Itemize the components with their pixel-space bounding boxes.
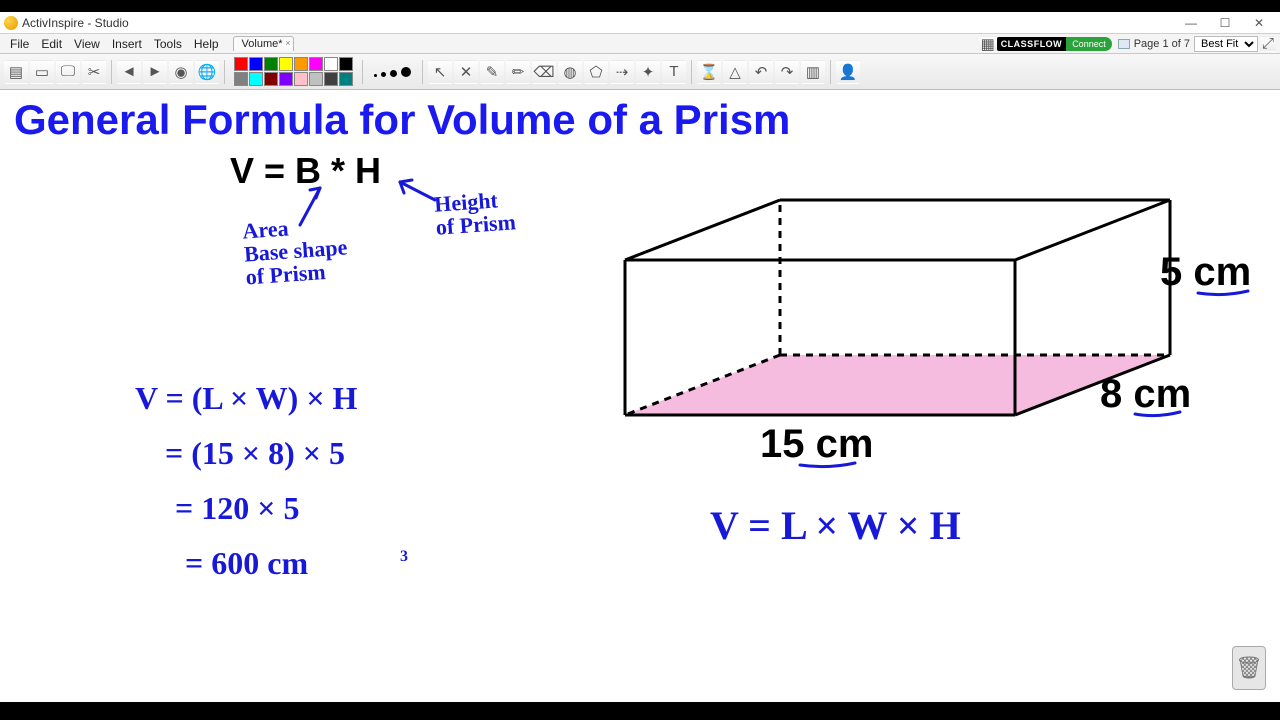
color-swatch[interactable] [279, 72, 293, 86]
page-heading: General Formula for Volume of a Prism [14, 96, 790, 144]
menu-tools[interactable]: Tools [148, 35, 188, 53]
color-swatch[interactable] [264, 57, 278, 71]
trash-icon: 🗑 [1235, 655, 1263, 681]
pen-size-picker[interactable] [374, 67, 411, 77]
color-swatch[interactable] [234, 57, 248, 71]
express-poll-icon[interactable]: 🌐 [195, 60, 219, 84]
page-indicator[interactable]: Page 1 of 7 [1118, 38, 1190, 50]
color-swatch[interactable] [279, 57, 293, 71]
browser-icon[interactable]: ▥ [801, 60, 825, 84]
menu-file[interactable]: File [4, 35, 35, 53]
menubar: FileEditViewInsertToolsHelp Volume* × ▦ … [0, 34, 1280, 54]
pen-icon[interactable]: ✎ [480, 60, 504, 84]
rhs-formula: V = L × W × H [710, 502, 961, 549]
toolbar: ▤▭🖵✂ ◄►◉🌐 ↖✕✎✏⌫◍⬠⇢✦T ⌛△↶↷▥ 👤 [0, 54, 1280, 90]
pen-size-dot[interactable] [381, 72, 386, 77]
flipchart-icon[interactable]: ▭ [30, 60, 54, 84]
typed-formula: V = B * H [230, 150, 381, 192]
menu-help[interactable]: Help [188, 35, 225, 53]
start-vote-icon[interactable]: ◉ [169, 60, 193, 84]
magic-ink-icon[interactable]: ✦ [636, 60, 660, 84]
dim-height: 5 cm [1160, 250, 1251, 295]
classflow-badge[interactable]: CLASSFLOW [997, 37, 1067, 51]
color-swatch[interactable] [324, 72, 338, 86]
color-swatch[interactable] [339, 57, 353, 71]
maximize-button[interactable]: ☐ [1208, 13, 1242, 33]
undo-icon[interactable]: ↶ [749, 60, 773, 84]
pen-size-dot[interactable] [374, 74, 377, 77]
color-swatch[interactable] [309, 72, 323, 86]
color-swatch[interactable] [294, 57, 308, 71]
shape-icon[interactable]: ⬠ [584, 60, 608, 84]
reset-icon[interactable]: △ [723, 60, 747, 84]
page-indicator-label: Page 1 of 7 [1134, 38, 1190, 50]
work-line: = 600 cm [185, 545, 308, 582]
window-title: ActivInspire - Studio [22, 16, 129, 30]
work-line: = (15 × 8) × 5 [165, 435, 345, 472]
annotate-desktop-icon[interactable]: 🖵 [56, 60, 80, 84]
color-swatch[interactable] [309, 57, 323, 71]
page-thumb-icon [1118, 39, 1130, 49]
highlighter-icon[interactable]: ✏ [506, 60, 530, 84]
color-swatch[interactable] [264, 72, 278, 86]
eraser-icon[interactable]: ⌫ [532, 60, 556, 84]
app-icon [4, 16, 18, 30]
screenshot-icon[interactable]: ✂ [82, 60, 106, 84]
next-page-icon[interactable]: ► [143, 60, 167, 84]
tools-icon[interactable]: ✕ [454, 60, 478, 84]
connector-icon[interactable]: ⇢ [610, 60, 634, 84]
titlebar: ActivInspire - Studio — ☐ ✕ [0, 12, 1280, 34]
select-icon[interactable]: ↖ [428, 60, 452, 84]
trash-bin[interactable]: 🗑 [1232, 646, 1266, 690]
pen-size-dot[interactable] [401, 67, 411, 77]
prism-diagram [605, 190, 1245, 490]
fullscreen-icon[interactable]: ⤢ [1260, 36, 1276, 52]
prev-page-icon[interactable]: ◄ [117, 60, 141, 84]
color-swatch[interactable] [339, 72, 353, 86]
close-tab-icon[interactable]: × [285, 38, 290, 48]
close-button[interactable]: ✕ [1242, 13, 1276, 33]
color-swatch[interactable] [324, 57, 338, 71]
color-palette[interactable] [234, 57, 353, 86]
zoom-select[interactable]: Best Fit [1194, 36, 1258, 52]
color-swatch[interactable] [249, 57, 263, 71]
redo-icon[interactable]: ↷ [775, 60, 799, 84]
menu-insert[interactable]: Insert [106, 35, 148, 53]
document-tab-label: Volume* [242, 38, 283, 50]
text-icon[interactable]: T [662, 60, 686, 84]
connect-button[interactable]: Connect [1066, 37, 1112, 51]
color-swatch[interactable] [294, 72, 308, 86]
color-swatch[interactable] [234, 72, 248, 86]
fill-icon[interactable]: ◍ [558, 60, 582, 84]
menu-edit[interactable]: Edit [35, 35, 68, 53]
work-exponent: 3 [400, 548, 408, 566]
menu-view[interactable]: View [68, 35, 106, 53]
annotation-area-base: AreaBase shapeof Prism [242, 212, 350, 288]
dim-width: 8 cm [1100, 372, 1191, 417]
document-tab[interactable]: Volume* × [233, 36, 294, 51]
profile-icon[interactable]: 👤 [836, 60, 860, 84]
pen-size-dot[interactable] [390, 70, 397, 77]
dashboard-icon[interactable]: ▦ [979, 36, 997, 52]
annotation-height: Heightof Prism [433, 187, 516, 239]
dim-length: 15 cm [760, 422, 873, 467]
clear-icon[interactable]: ⌛ [697, 60, 721, 84]
flipchart-canvas[interactable]: General Formula for Volume of a Prism V … [0, 90, 1280, 702]
work-line: = 120 × 5 [175, 490, 299, 527]
color-swatch[interactable] [249, 72, 263, 86]
main-menu-icon[interactable]: ▤ [4, 60, 28, 84]
work-line: V = (L × W) × H [135, 380, 357, 417]
minimize-button[interactable]: — [1174, 13, 1208, 33]
